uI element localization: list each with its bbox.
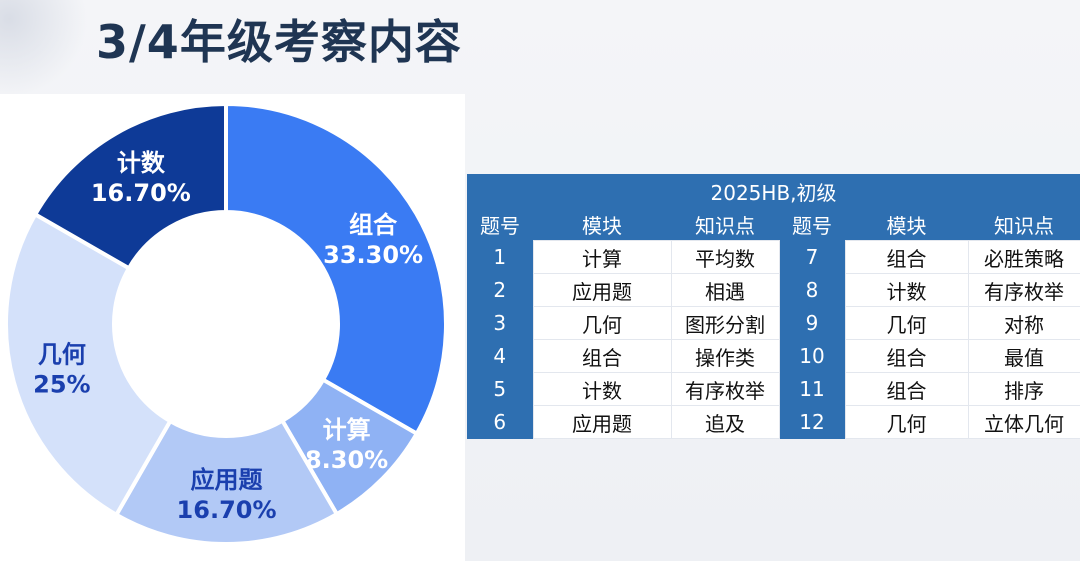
pie-slice [4, 211, 173, 518]
knowledge-point-cell: 最值 [967, 339, 1080, 373]
table-row: 3 几何 图形分割 9 几何 对称 [467, 306, 1080, 340]
table-row: 6 应用题 追及 12 几何 立体几何 [467, 405, 1080, 439]
pie-slice [224, 101, 448, 437]
module-cell: 应用题 [532, 405, 672, 439]
slice-category-label: 计算 [323, 416, 371, 444]
question-number-cell: 12 [779, 405, 845, 439]
question-number-cell: 7 [779, 240, 845, 274]
question-number-cell: 2 [467, 273, 533, 307]
header-knowledge-point: 知识点 [671, 208, 779, 241]
corner-decoration [0, 0, 90, 95]
question-number-cell: 11 [779, 372, 845, 406]
knowledge-point-cell: 图形分割 [670, 306, 780, 340]
module-cell: 组合 [844, 339, 969, 373]
module-cell: 应用题 [532, 273, 672, 307]
slice-value-label: 8.30% [305, 446, 388, 474]
module-cell: 组合 [844, 372, 969, 406]
knowledge-point-cell: 有序枚举 [967, 273, 1080, 307]
knowledge-point-cell: 对称 [967, 306, 1080, 340]
table-row: 4 组合 操作类 10 组合 最值 [467, 339, 1080, 373]
header-question-number: 题号 [467, 208, 533, 241]
slice-category-label: 几何 [38, 340, 86, 368]
knowledge-point-cell: 立体几何 [967, 405, 1080, 439]
knowledge-point-cell: 排序 [967, 372, 1080, 406]
question-number-cell: 4 [467, 339, 533, 373]
module-cell: 组合 [532, 339, 672, 373]
table-row: 5 计数 有序枚举 11 组合 排序 [467, 372, 1080, 406]
slice-category-label: 组合 [349, 211, 398, 239]
knowledge-point-cell: 必胜策略 [967, 240, 1080, 274]
table-row: 1 计算 平均数 7 组合 必胜策略 [467, 240, 1080, 274]
slice-value-label: 16.70% [91, 179, 191, 207]
module-cell: 计数 [532, 372, 672, 406]
question-number-cell: 10 [779, 339, 845, 373]
header-knowledge-point: 知识点 [968, 208, 1080, 241]
knowledge-table-container: 2025HB,初级 题号 模块 知识点 题号 模块 知识点 1 计算 平均数 7 组合必… [467, 174, 1080, 439]
page-title: 3/4年级考察内容 [96, 15, 462, 69]
module-cell: 几何 [844, 306, 969, 340]
question-number-cell: 1 [467, 240, 533, 274]
question-number-cell: 6 [467, 405, 533, 439]
slice-value-label: 25% [33, 370, 90, 398]
question-number-cell: 3 [467, 306, 533, 340]
knowledge-point-cell: 相遇 [670, 273, 780, 307]
knowledge-table: 2025HB,初级 题号 模块 知识点 题号 模块 知识点 1 计算 平均数 7 组合必… [467, 174, 1080, 439]
header-question-number: 题号 [779, 208, 845, 241]
question-number-cell: 8 [779, 273, 845, 307]
pie-slice [32, 101, 228, 271]
module-cell: 计数 [844, 273, 969, 307]
table-row: 2 应用题 相遇 8 计数 有序枚举 [467, 273, 1080, 307]
knowledge-point-cell: 平均数 [670, 240, 780, 274]
header-module: 模块 [845, 208, 968, 241]
knowledge-point-cell: 操作类 [670, 339, 780, 373]
question-number-cell: 9 [779, 306, 845, 340]
slice-category-label: 应用题 [191, 466, 263, 494]
knowledge-point-cell: 有序枚举 [670, 372, 780, 406]
table-header-row: 题号 模块 知识点 题号 模块 知识点 [467, 208, 1080, 241]
knowledge-point-cell: 追及 [670, 405, 780, 439]
module-cell: 组合 [844, 240, 969, 274]
slice-value-label: 33.30% [323, 241, 423, 269]
module-cell: 几何 [844, 405, 969, 439]
table-caption: 2025HB,初级 [467, 174, 1080, 208]
slice-value-label: 16.70% [177, 496, 277, 524]
question-number-cell: 5 [467, 372, 533, 406]
pie-slice [113, 418, 340, 546]
header-module: 模块 [533, 208, 671, 241]
module-cell: 几何 [532, 306, 672, 340]
module-cell: 计算 [532, 240, 672, 274]
slice-category-label: 计数 [117, 149, 166, 177]
